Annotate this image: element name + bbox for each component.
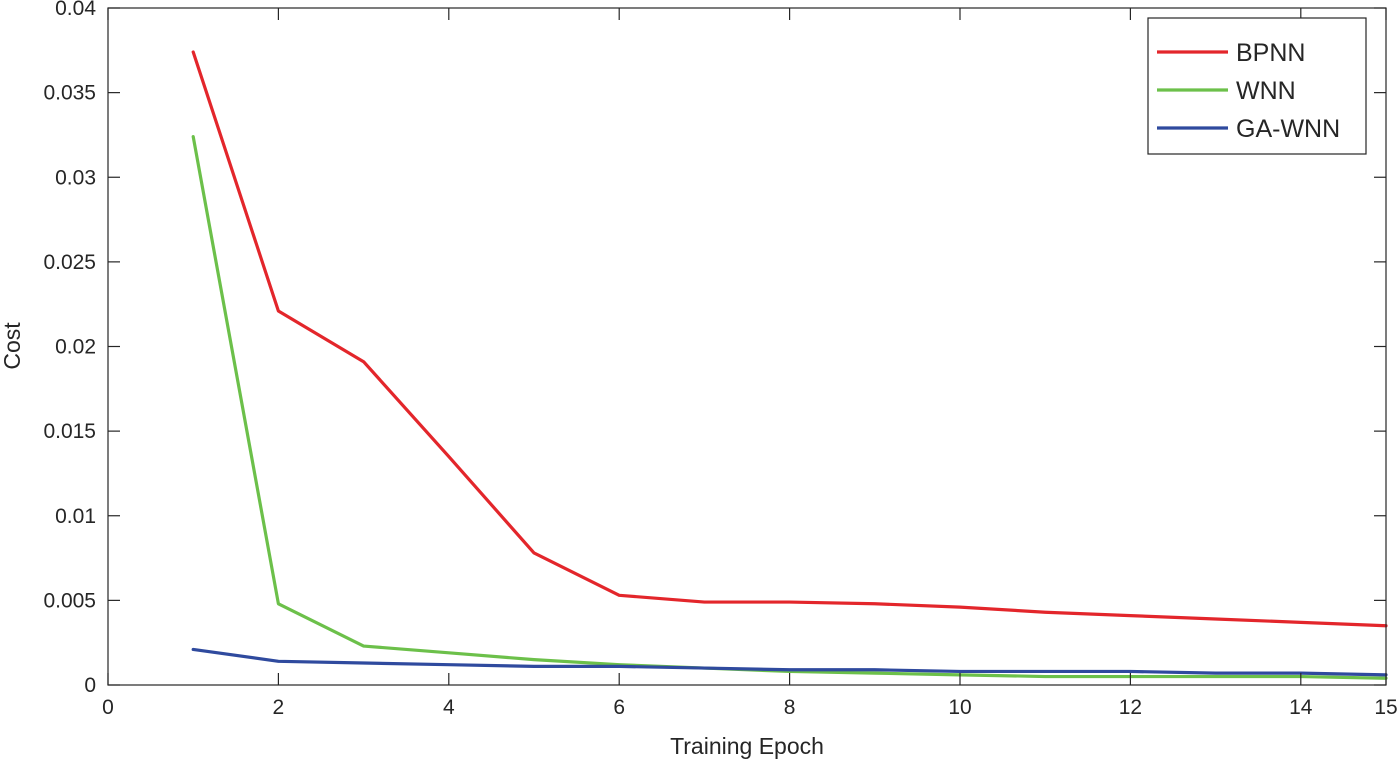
x-tick-label: 10 xyxy=(948,696,971,719)
legend-label-ga-wnn: GA-WNN xyxy=(1236,115,1340,143)
series-line-wnn xyxy=(191,135,1388,680)
x-axis-label: Training Epoch xyxy=(670,733,824,759)
y-axis: 0 0.005 0.01 0.015 0.02 0.025 0.03 0.035 0.04 xyxy=(43,0,1386,697)
y-tick-label: 0.01 xyxy=(55,505,96,528)
x-tick-label: 4 xyxy=(443,696,455,719)
y-tick-label: 0.03 xyxy=(55,166,96,189)
x-tick-label: 0 xyxy=(102,696,114,719)
y-tick-label: 0 xyxy=(84,674,96,697)
x-tick-label: 12 xyxy=(1119,696,1142,719)
series-line-bpnn xyxy=(191,50,1388,628)
x-tick-label: 8 xyxy=(784,696,796,719)
x-axis: 0 2 4 6 8 10 12 14 15 xyxy=(102,8,1398,719)
x-tick-label: 6 xyxy=(613,696,625,719)
x-tick-label: 2 xyxy=(273,696,285,719)
y-tick-label: 0.04 xyxy=(55,0,96,20)
series-layer xyxy=(191,50,1388,680)
legend-label-bpnn: BPNN xyxy=(1236,39,1305,67)
x-tick-label: 15 xyxy=(1374,696,1397,719)
y-tick-label: 0.015 xyxy=(43,420,96,443)
y-tick-label: 0.035 xyxy=(43,82,96,105)
series-line-ga-wnn xyxy=(191,647,1388,677)
y-axis-label: Cost xyxy=(0,322,25,370)
legend-box xyxy=(1147,17,1367,155)
legend: BPNN WNN GA-WNN xyxy=(1147,17,1367,155)
legend-label-wnn: WNN xyxy=(1236,77,1296,105)
y-tick-label: 0.025 xyxy=(43,251,96,274)
y-tick-label: 0.005 xyxy=(43,589,96,612)
y-tick-label: 0.02 xyxy=(55,336,96,359)
x-tick-label: 14 xyxy=(1289,696,1313,719)
